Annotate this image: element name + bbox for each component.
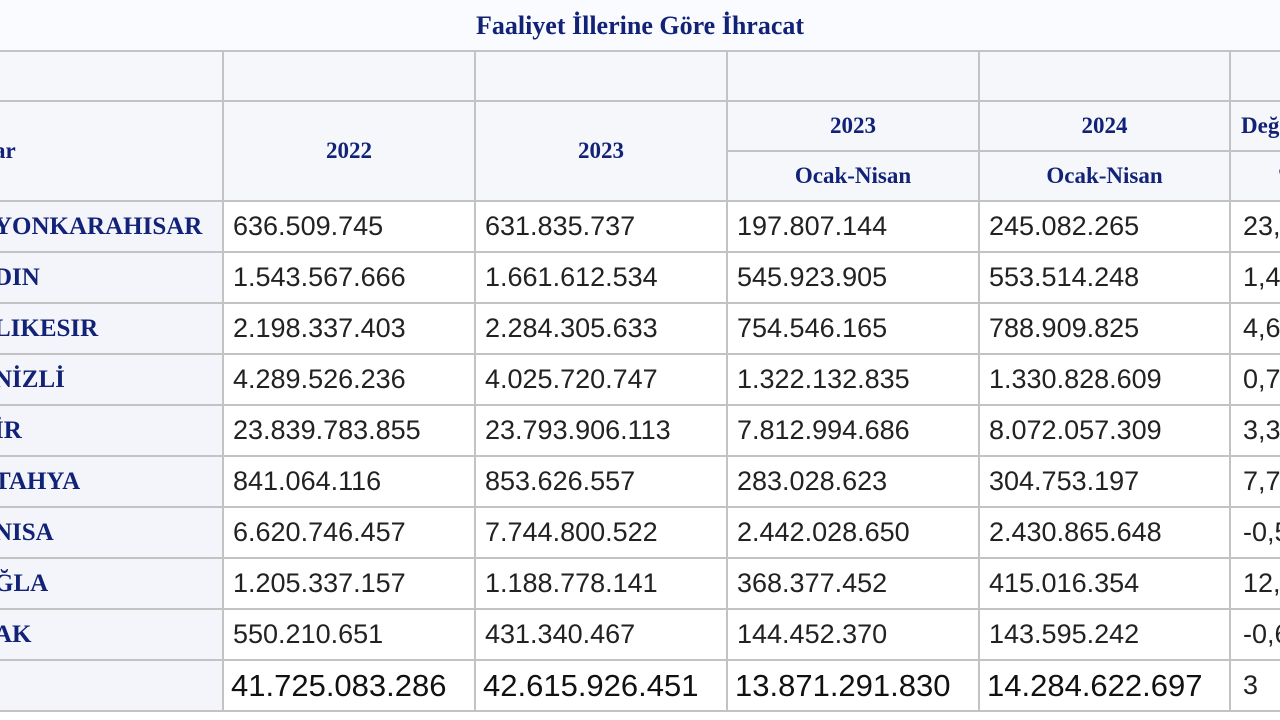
table-row: TAHYA 841.064.116 853.626.557 283.028.62… (0, 455, 1280, 508)
value-2023-jan-apr: 7.812.994.686 (726, 404, 980, 457)
value-2023-jan-apr: 197.807.144 (726, 200, 980, 253)
value-2023-jan-apr: 283.028.623 (726, 455, 980, 508)
total-2022: 41.725.083.286 (222, 659, 476, 712)
change-percent: 12, (1229, 557, 1280, 610)
header-blank-cell (222, 50, 476, 102)
table-row: NISA 6.620.746.457 7.744.800.522 2.442.0… (0, 506, 1280, 559)
header-blank-cell (474, 50, 728, 102)
value-2023-jan-apr: 368.377.452 (726, 557, 980, 610)
value-2022: 23.839.783.855 (222, 404, 476, 457)
value-2023: 23.793.906.113 (474, 404, 728, 457)
province-name: NİZLİ (0, 353, 224, 406)
value-2022: 550.210.651 (222, 608, 476, 661)
value-2022: 6.620.746.457 (222, 506, 476, 559)
province-name: YONKARAHISAR (0, 200, 224, 253)
change-percent: 7,7 (1229, 455, 1280, 508)
change-percent: 0,7 (1229, 353, 1280, 406)
value-2023: 7.744.800.522 (474, 506, 728, 559)
value-2023: 2.284.305.633 (474, 302, 728, 355)
header-2024-period-year: 2024 (978, 100, 1231, 152)
change-percent: 4,6 (1229, 302, 1280, 355)
header-2023-period-year: 2023 (726, 100, 980, 152)
value-2024-jan-apr: 1.330.828.609 (978, 353, 1231, 406)
table-title: Faaliyet İllerine Göre İhracat (0, 0, 1280, 50)
header-blank-cell (1229, 50, 1280, 102)
total-2023-jan-apr: 13.871.291.830 (726, 659, 980, 712)
header-blank-cell (978, 50, 1231, 102)
header-change: Değ (1229, 100, 1280, 152)
export-table: ar 2022 2023 2023 2024 Değ Ocak-Nisan Oc… (0, 50, 1280, 712)
province-name: İR (0, 404, 224, 457)
province-name: TAHYA (0, 455, 224, 508)
header-2023: 2023 (474, 100, 728, 202)
total-2024-jan-apr: 14.284.622.697 (978, 659, 1231, 712)
value-2023: 4.025.720.747 (474, 353, 728, 406)
province-name: AK (0, 608, 224, 661)
total-change-percent: 3 (1229, 659, 1280, 712)
value-2023: 1.188.778.141 (474, 557, 728, 610)
table-row: İR 23.839.783.855 23.793.906.113 7.812.9… (0, 404, 1280, 457)
table-row: YONKARAHISAR 636.509.745 631.835.737 197… (0, 200, 1280, 253)
table-row: AK 550.210.651 431.340.467 144.452.370 1… (0, 608, 1280, 661)
header-provinces-label: ar (0, 138, 16, 163)
value-2024-jan-apr: 788.909.825 (978, 302, 1231, 355)
header-row-2: Ocak-Nisan Ocak-Nisan % (0, 150, 1280, 202)
value-2024-jan-apr: 2.430.865.648 (978, 506, 1231, 559)
value-2022: 4.289.526.236 (222, 353, 476, 406)
value-2024-jan-apr: 553.514.248 (978, 251, 1231, 304)
header-blank-cell (726, 50, 980, 102)
value-2023: 631.835.737 (474, 200, 728, 253)
change-percent: 1,4 (1229, 251, 1280, 304)
header-2023-period: Ocak-Nisan (726, 150, 980, 202)
value-2024-jan-apr: 143.595.242 (978, 608, 1231, 661)
header-change-unit: % (1229, 150, 1280, 202)
value-2023-jan-apr: 545.923.905 (726, 251, 980, 304)
province-name: NISA (0, 506, 224, 559)
header-row-top (0, 50, 1280, 102)
header-2022: 2022 (222, 100, 476, 202)
province-name: LIKESIR (0, 302, 224, 355)
header-provinces: ar (0, 100, 224, 202)
value-2023-jan-apr: 144.452.370 (726, 608, 980, 661)
total-2023: 42.615.926.451 (474, 659, 728, 712)
total-label (0, 659, 224, 712)
value-2023-jan-apr: 1.322.132.835 (726, 353, 980, 406)
table-row: ĞLA 1.205.337.157 1.188.778.141 368.377.… (0, 557, 1280, 610)
value-2024-jan-apr: 8.072.057.309 (978, 404, 1231, 457)
change-percent: 23,9 (1229, 200, 1280, 253)
change-percent: -0,6 (1229, 608, 1280, 661)
change-percent: -0,5 (1229, 506, 1280, 559)
value-2022: 1.205.337.157 (222, 557, 476, 610)
value-2023: 431.340.467 (474, 608, 728, 661)
value-2022: 2.198.337.403 (222, 302, 476, 355)
header-row-1: ar 2022 2023 2023 2024 Değ (0, 100, 1280, 202)
header-blank-cell (0, 50, 224, 102)
value-2023: 853.626.557 (474, 455, 728, 508)
change-percent: 3,3 (1229, 404, 1280, 457)
value-2022: 841.064.116 (222, 455, 476, 508)
value-2022: 636.509.745 (222, 200, 476, 253)
value-2023-jan-apr: 754.546.165 (726, 302, 980, 355)
value-2023-jan-apr: 2.442.028.650 (726, 506, 980, 559)
province-name: ĞLA (0, 557, 224, 610)
value-2024-jan-apr: 415.016.354 (978, 557, 1231, 610)
header-2024-period: Ocak-Nisan (978, 150, 1231, 202)
value-2023: 1.661.612.534 (474, 251, 728, 304)
table-row: NİZLİ 4.289.526.236 4.025.720.747 1.322.… (0, 353, 1280, 406)
table-row: DIN 1.543.567.666 1.661.612.534 545.923.… (0, 251, 1280, 304)
province-name: DIN (0, 251, 224, 304)
value-2024-jan-apr: 304.753.197 (978, 455, 1231, 508)
value-2022: 1.543.567.666 (222, 251, 476, 304)
table-row: LIKESIR 2.198.337.403 2.284.305.633 754.… (0, 302, 1280, 355)
total-row: 41.725.083.286 42.615.926.451 13.871.291… (0, 659, 1280, 712)
value-2024-jan-apr: 245.082.265 (978, 200, 1231, 253)
